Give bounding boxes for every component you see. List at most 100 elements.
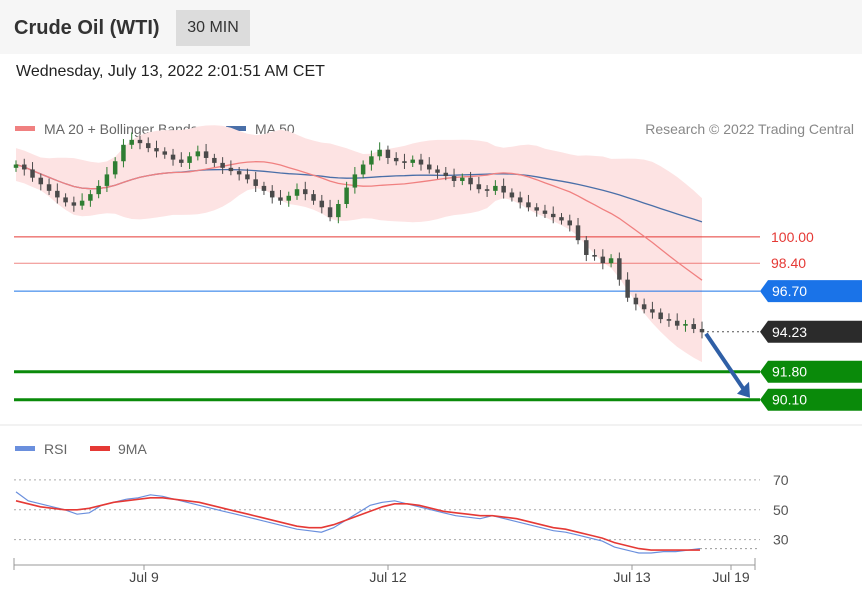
level-tag-91.80	[760, 360, 862, 383]
legend-rsi-label: RSI	[44, 441, 67, 457]
candle	[46, 184, 52, 191]
legend-rsi: RSI	[15, 441, 67, 457]
interval-button[interactable]: 30 MIN	[176, 10, 250, 46]
legend-rsi-ma-label: 9MA	[118, 441, 147, 457]
candle	[699, 328, 705, 333]
candle	[278, 197, 283, 201]
candle	[650, 309, 655, 313]
candle	[170, 154, 176, 160]
candle	[542, 210, 548, 214]
candle	[187, 156, 192, 163]
time-tick-label: Jul 12	[369, 569, 407, 585]
time-tick-label: Jul 19	[712, 569, 750, 585]
forecast-arrow	[704, 332, 746, 391]
level-tag-90.10	[760, 388, 862, 411]
candle	[319, 200, 325, 208]
candle	[575, 225, 581, 241]
rsi-tick-label: 70	[773, 472, 789, 488]
candle	[245, 174, 250, 180]
ma50-swatch	[226, 126, 246, 131]
candle	[451, 176, 457, 181]
candle	[559, 217, 564, 221]
candle	[162, 151, 168, 155]
candle	[203, 151, 209, 158]
candle	[418, 159, 424, 165]
level-label-90.10: 90.10	[772, 392, 807, 408]
candle	[79, 200, 85, 206]
rsi-tick-label: 50	[773, 502, 789, 518]
candle	[311, 194, 316, 201]
candle	[228, 167, 234, 172]
rsi-ma-swatch	[90, 446, 110, 451]
candle	[443, 172, 449, 177]
candle	[385, 149, 391, 158]
candle	[71, 202, 77, 206]
legend-rsi-ma: 9MA	[90, 441, 147, 457]
candle	[641, 304, 647, 310]
ma20-line	[15, 161, 703, 281]
candle	[534, 207, 539, 211]
candle	[567, 220, 573, 226]
candle	[625, 279, 630, 298]
candle	[509, 192, 515, 198]
candle	[633, 297, 639, 305]
level-label-96.70: 96.70	[772, 283, 807, 299]
candle	[369, 156, 374, 165]
candle	[303, 189, 308, 195]
candle	[261, 185, 267, 191]
rsi-tick-label: 30	[773, 532, 789, 548]
price-panel: 100.00 98.40 96.70 94.23 91.80 90.10	[13, 125, 862, 411]
level-label-100.00: 100.00	[771, 229, 814, 245]
candle	[327, 207, 333, 218]
candle	[121, 144, 126, 162]
candle	[600, 256, 606, 264]
candle	[683, 324, 688, 326]
candle	[592, 254, 597, 257]
rsi-panel: 70 50 30	[14, 472, 789, 554]
level-tag-96.70	[760, 280, 862, 303]
candle	[468, 177, 473, 185]
candle	[294, 189, 300, 196]
candle	[236, 171, 242, 175]
candle	[344, 187, 349, 204]
candle	[55, 190, 60, 198]
candle	[617, 258, 622, 280]
candle	[460, 177, 465, 181]
candle	[220, 162, 225, 168]
candle	[517, 197, 523, 203]
candle	[584, 240, 589, 255]
candle	[658, 312, 663, 320]
candle	[30, 169, 35, 178]
candle	[377, 149, 382, 157]
bollinger-band	[16, 125, 702, 363]
candle	[484, 189, 490, 191]
time-axis: Jul 9 Jul 12 Jul 13 Jul 19	[13, 558, 756, 585]
candle	[393, 157, 399, 162]
candle	[608, 258, 614, 264]
candle	[269, 190, 275, 198]
candle	[360, 164, 366, 175]
candle	[435, 169, 440, 173]
candle	[96, 185, 101, 195]
candle	[674, 320, 680, 326]
candle	[195, 151, 201, 157]
level-label-98.40: 98.40	[771, 255, 806, 271]
forecast-arrowhead	[737, 381, 750, 398]
candle	[501, 185, 506, 193]
candle	[38, 177, 44, 185]
chart-datetime: Wednesday, July 13, 2022 2:01:51 AM CET	[16, 63, 325, 80]
credit-text: Research © 2022 Trading Central	[645, 121, 854, 137]
candle	[427, 164, 432, 170]
rsi-line	[15, 491, 701, 554]
candle	[550, 213, 556, 218]
instrument-title: Crude Oil (WTI)	[14, 17, 160, 39]
candle	[410, 159, 415, 163]
candle	[154, 148, 159, 152]
candle	[286, 195, 291, 201]
candle	[104, 174, 110, 186]
candle	[352, 174, 358, 188]
candle	[22, 164, 27, 170]
level-label-91.80: 91.80	[772, 364, 807, 380]
candle	[493, 185, 498, 191]
